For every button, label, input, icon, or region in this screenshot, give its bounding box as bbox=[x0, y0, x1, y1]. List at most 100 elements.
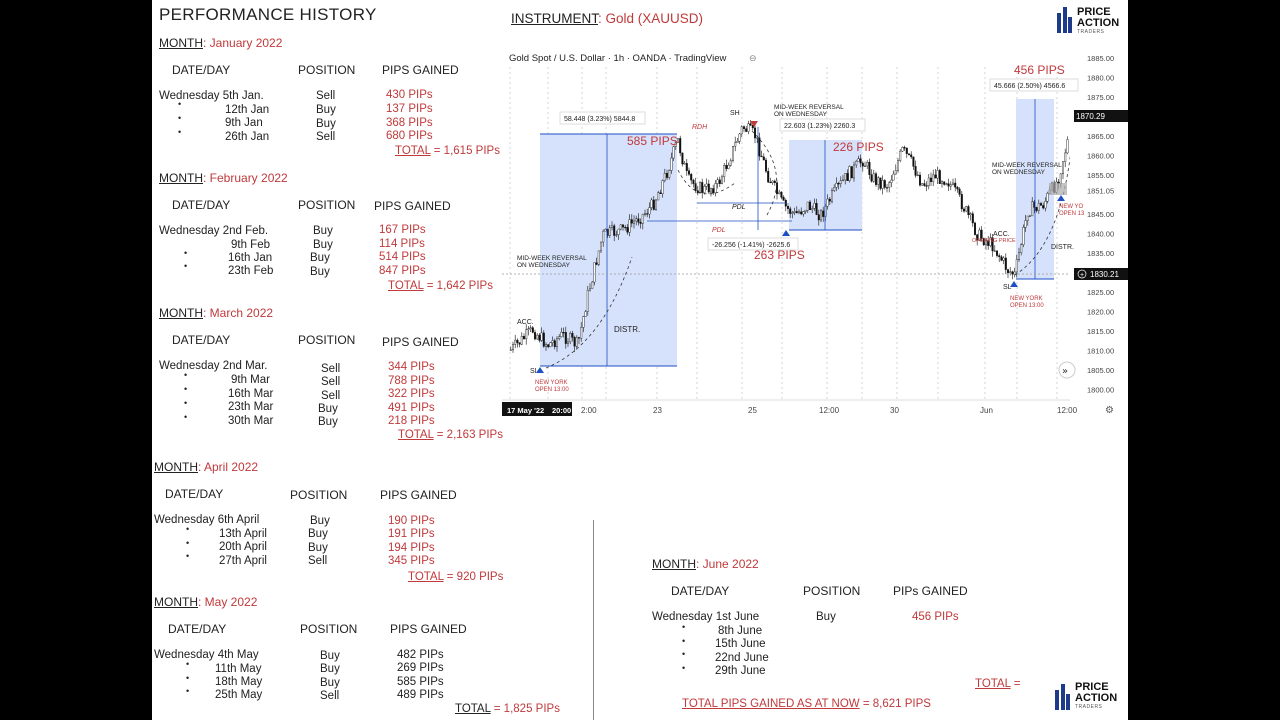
feb-row1-date: Wednesday 2nd Feb. bbox=[159, 225, 269, 237]
bullet: • bbox=[178, 127, 182, 137]
performance-sheet: PERFORMANCE HISTORY INSTRUMENT: Gold (XA… bbox=[152, 0, 1128, 720]
tradingview-chart[interactable]: 1885.001880.001875.001870.001865.001860.… bbox=[502, 45, 1128, 420]
col-date-feb: DATE/DAY bbox=[172, 198, 231, 212]
apr-row2-pos: Buy bbox=[308, 528, 328, 540]
mar-row2-date: 9th Mar bbox=[231, 374, 270, 386]
price-tick-label: 1875.00 bbox=[1087, 93, 1114, 102]
logo-line3: TRADERS bbox=[1075, 704, 1103, 710]
may-row2-pos: Buy bbox=[320, 663, 340, 675]
bullet: • bbox=[184, 248, 188, 258]
chart-canvas[interactable]: 1885.001880.001875.001870.001865.001860.… bbox=[502, 45, 1128, 420]
label-456-pips: 456 PIPS bbox=[1014, 63, 1065, 77]
crosshair-price-tag bbox=[1074, 268, 1128, 280]
price-candles bbox=[509, 120, 1069, 353]
instrument-label: INSTRUMENT bbox=[511, 11, 598, 26]
feb-row1-pips: 167 PIPs bbox=[379, 224, 426, 236]
month-heading-apr: MONTH: April 2022 bbox=[154, 460, 259, 474]
jun-row2-date: 8th June bbox=[718, 625, 763, 637]
bullet: • bbox=[682, 622, 686, 632]
jun-row4-date: 22nd June bbox=[715, 652, 769, 664]
apr-row1-pips: 190 PIPs bbox=[388, 515, 435, 527]
bullet: • bbox=[186, 524, 190, 534]
price-tick-label: 1855.00 bbox=[1087, 171, 1114, 180]
label-pdl: PDL bbox=[732, 204, 746, 211]
time-axis[interactable] bbox=[502, 400, 1070, 420]
jan-row4-date: 26th Jan bbox=[225, 131, 270, 143]
chevron-right-icon: » bbox=[1062, 366, 1068, 377]
time-tick-label: 30 bbox=[890, 406, 899, 415]
mar-row3-pips: 322 PIPs bbox=[388, 388, 435, 400]
mar-row4-pos: Buy bbox=[318, 403, 338, 415]
mar-row1-pips: 344 PIPs bbox=[388, 361, 435, 373]
month-heading-feb: MONTH: February 2022 bbox=[159, 171, 288, 185]
logo-line1: PRICE bbox=[1077, 6, 1111, 18]
measure-263: -26.256 (-1.41%) -2625.6 bbox=[712, 242, 790, 249]
col-date-jun: DATE/DAY bbox=[671, 584, 730, 598]
instrument-line: INSTRUMENT: Gold (XAUUSD) bbox=[511, 12, 703, 26]
may-row1-date: Wednesday 4th May bbox=[154, 649, 259, 661]
feb-row1-pos: Buy bbox=[313, 225, 333, 237]
jan-row4-pips: 680 PIPs bbox=[386, 130, 433, 142]
mwr-3a: MID-WEEK REVERSAL bbox=[992, 162, 1062, 169]
time-tick-label: 12:00 bbox=[1057, 406, 1078, 415]
mar-row1-pos: Sell bbox=[321, 363, 341, 375]
time-tick-label: 2:00 bbox=[581, 406, 597, 415]
bullet: • bbox=[186, 673, 190, 683]
col-pips-may: PIPS GAINED bbox=[390, 622, 467, 636]
col-position-apr: POSITION bbox=[290, 488, 348, 502]
col-date-jan: DATE/DAY bbox=[172, 63, 231, 77]
price-tick-label: 1805.00 bbox=[1087, 366, 1114, 375]
may-row2-date: 11th May bbox=[215, 663, 262, 675]
apr-row1-date: Wednesday 6th April bbox=[154, 514, 260, 526]
instrument-value: : Gold (XAUUSD) bbox=[598, 11, 704, 26]
col-pips-apr: PIPS GAINED bbox=[380, 488, 457, 502]
ny-2b: OPEN 13:00 bbox=[1010, 303, 1044, 309]
bullet: • bbox=[178, 99, 182, 109]
jun-row1-pips: 456 PIPs bbox=[912, 611, 959, 623]
collapse-icon[interactable]: ⊖ bbox=[749, 54, 757, 64]
time-tick-label: 23 bbox=[653, 406, 662, 415]
price-axis[interactable] bbox=[1070, 45, 1128, 420]
mwr-2a: MID-WEEK REVERSAL bbox=[774, 104, 844, 111]
range-box-585 bbox=[540, 134, 677, 366]
jun-row5-date: 29th June bbox=[715, 665, 766, 677]
label-226-pips: 226 PIPS bbox=[833, 140, 884, 154]
may-row1-pips: 482 PIPs bbox=[397, 649, 444, 661]
mwr-2b: ON WEDNESDAY bbox=[774, 111, 828, 118]
scroll-right-button[interactable] bbox=[1058, 361, 1076, 379]
apr-row2-date: 13th April bbox=[219, 528, 267, 540]
apr-row4-date: 27th April bbox=[219, 555, 267, 567]
bullet: • bbox=[682, 663, 686, 673]
label-585-pips: 585 PIPS bbox=[627, 134, 678, 148]
apr-row4-pos: Sell bbox=[308, 555, 328, 567]
label-distr-1: DISTR. bbox=[614, 325, 640, 334]
mwr-1b: ON WEDNESDAY bbox=[517, 262, 571, 269]
jan-row2-pos: Buy bbox=[316, 104, 336, 116]
mar-row1-date: Wednesday 2nd Mar. bbox=[159, 360, 268, 372]
mar-row5-pips: 218 PIPs bbox=[388, 415, 435, 427]
mar-row2-pips: 788 PIPs bbox=[388, 375, 435, 387]
logo-mark-icon bbox=[1057, 7, 1072, 33]
bullet: • bbox=[186, 538, 190, 548]
ny-2a: NEW YORK bbox=[1010, 296, 1043, 302]
measure-226: 22.603 (1.23%) 2260.3 bbox=[784, 123, 855, 130]
price-tick-label: 1810.00 bbox=[1087, 347, 1114, 356]
col-pips-mar: PIPS GAINED bbox=[382, 335, 459, 349]
logo-mark-icon bbox=[1055, 684, 1070, 710]
col-position-jan: POSITION bbox=[298, 63, 356, 77]
col-pips-feb: PIPS GAINED bbox=[374, 199, 451, 213]
time-tick-label: 17 May '22 bbox=[507, 406, 544, 415]
logo-line1: PRICE bbox=[1075, 681, 1109, 693]
price-tick-label: 1865.00 bbox=[1087, 132, 1114, 141]
bullet: • bbox=[184, 384, 188, 394]
buy-arrow-icon bbox=[536, 367, 544, 373]
label-pdl-2: PDL bbox=[712, 227, 726, 234]
may-row4-pos: Sell bbox=[320, 690, 340, 702]
jun-row3-date: 15th June bbox=[715, 638, 766, 650]
logo-line3: TRADERS bbox=[1077, 29, 1105, 35]
feb-row3-pips: 514 PIPs bbox=[379, 251, 426, 263]
gear-icon[interactable]: ⚙ bbox=[1105, 405, 1114, 416]
current-price-text: 1870.29 bbox=[1076, 112, 1105, 121]
measure-585: 58.448 (3.23%) 5844.8 bbox=[564, 116, 635, 123]
label-263-pips: 263 PIPS bbox=[754, 248, 805, 262]
